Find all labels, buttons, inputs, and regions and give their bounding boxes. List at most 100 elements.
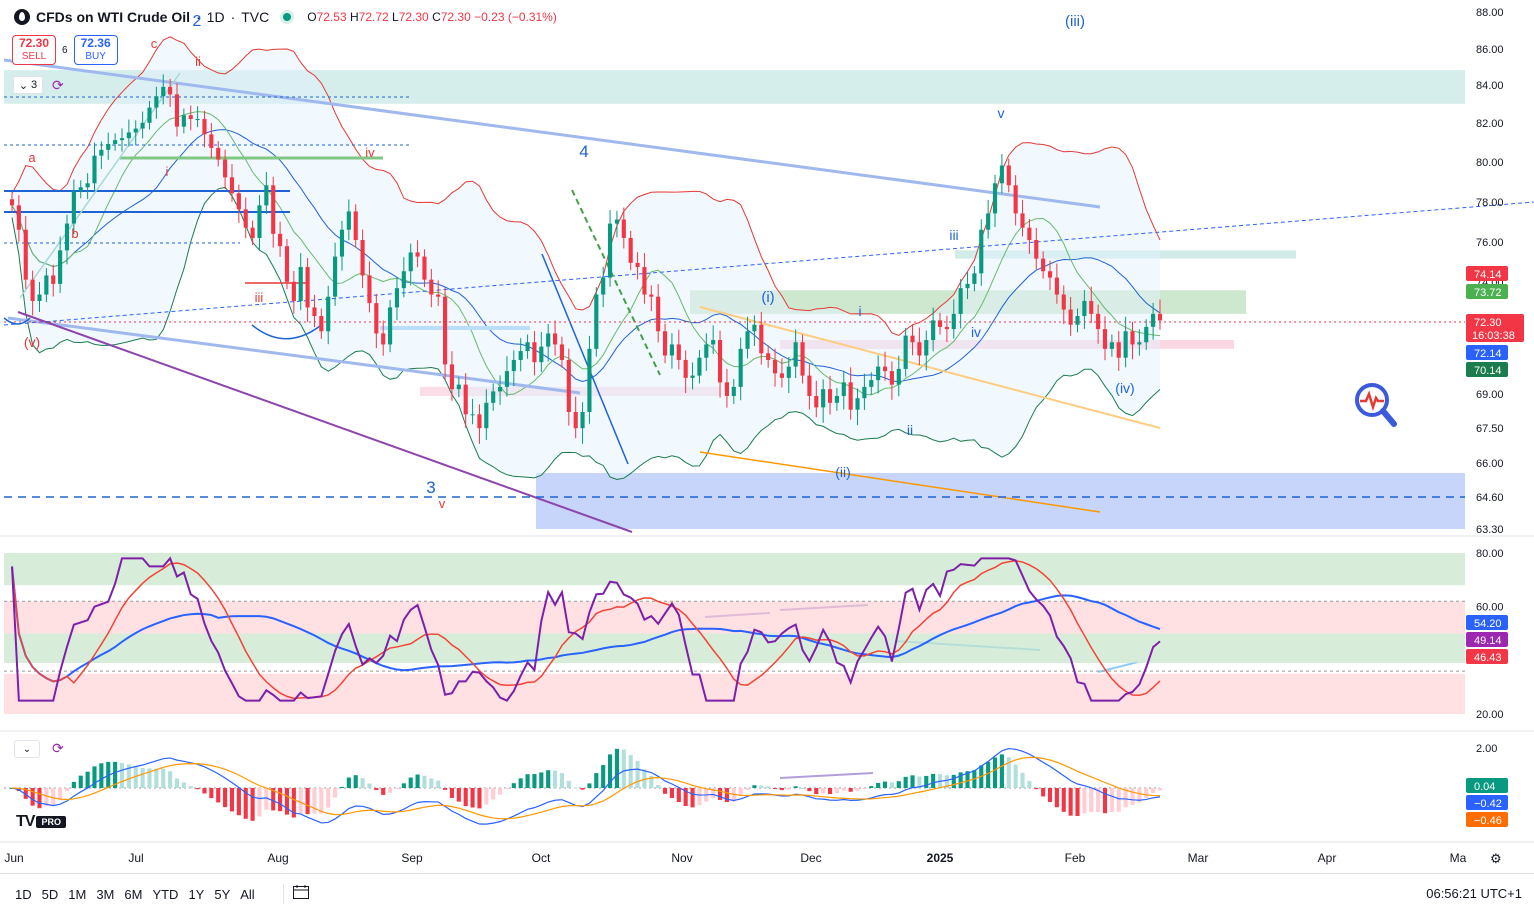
wave-label: (ii) <box>835 464 851 480</box>
candle-body <box>1157 313 1163 321</box>
macd-histogram-bar <box>814 788 819 795</box>
macd-histogram-bar <box>339 786 345 788</box>
candle-body <box>642 267 647 295</box>
interval[interactable]: 1D <box>206 9 225 25</box>
time-tick-label: Oct <box>532 851 551 865</box>
range-button-6m[interactable]: 6M <box>124 887 143 902</box>
time-tick-label: Ma <box>1450 851 1467 865</box>
price-tick-label: 84.00 <box>1476 80 1504 92</box>
price-tick-label: 80.00 <box>1476 157 1504 169</box>
macd-histogram-bar <box>326 788 331 808</box>
macd-histogram-bar <box>642 769 647 788</box>
candle-body <box>841 382 846 396</box>
candle-body <box>559 344 565 360</box>
macd-histogram-bar <box>807 788 812 792</box>
macd-histogram-bar <box>422 775 427 788</box>
chevron-down-icon: ⌄ <box>22 743 32 755</box>
clock[interactable]: 06:56:21 UTC+1 <box>1426 886 1522 901</box>
macd-histogram-bar <box>140 768 145 788</box>
macd-histogram-bar <box>553 770 558 788</box>
macd-histogram-bar <box>1020 772 1025 788</box>
macd-histogram-bar <box>724 788 729 803</box>
macd-histogram-bar <box>800 787 805 789</box>
pane-collapse-button[interactable]: ⌄ <box>14 740 40 758</box>
candle-body <box>9 199 15 206</box>
rsi-tag <box>1466 649 1508 664</box>
range-button-1y[interactable]: 1Y <box>188 887 205 902</box>
candle-body <box>649 294 654 297</box>
candle-body <box>1116 342 1121 358</box>
tradingview-logo[interactable]: TV PRO <box>16 813 66 831</box>
range-button-all[interactable]: All <box>240 887 255 902</box>
wave-label: 2 <box>193 13 202 30</box>
time-tick-label: Nov <box>671 851 692 865</box>
candle-body <box>917 342 922 356</box>
macd-histogram-bar <box>999 754 1004 788</box>
range-button-5y[interactable]: 5Y <box>214 887 231 902</box>
candle-body <box>834 395 839 403</box>
macd-histogram-bar <box>669 788 674 798</box>
sell-button[interactable]: 72.30 SELL <box>12 35 57 65</box>
macd-histogram-bar <box>889 782 894 788</box>
range-button-5d[interactable]: 5D <box>41 887 59 902</box>
trendline-upper <box>3 58 1101 209</box>
macd-histogram-bar <box>711 788 716 798</box>
price-tick-label: 88.00 <box>1476 7 1504 19</box>
candle-body <box>236 193 241 210</box>
macd-histogram-bar <box>1144 788 1149 799</box>
calendar-range-icon[interactable] <box>292 884 310 903</box>
macd-histogram-bar <box>271 788 276 811</box>
candle-body <box>422 256 427 280</box>
wave-label: (iv) <box>1115 380 1134 396</box>
candle-body <box>388 307 393 345</box>
wave-label: v <box>998 105 1005 121</box>
candle-body <box>1109 342 1114 349</box>
sync-icon[interactable]: ⟳ <box>52 77 64 93</box>
candle-body <box>862 386 867 399</box>
sync-icon[interactable]: ⟳ <box>52 740 64 756</box>
gear-icon[interactable]: ⚙ <box>1490 851 1502 866</box>
price-tag-label: 73.72 <box>1474 287 1502 299</box>
range-button-3m[interactable]: 3M <box>96 887 115 902</box>
buy-button[interactable]: 72.36 BUY <box>73 35 118 65</box>
candle-body <box>1047 271 1053 278</box>
candle-body <box>64 223 70 251</box>
candle-body <box>174 94 180 127</box>
rsi-tick-label: 60.00 <box>1476 602 1504 614</box>
macd-histogram-bar <box>491 788 496 800</box>
macd-histogram-bar <box>882 781 888 788</box>
candle-body <box>71 191 76 224</box>
macd-histogram-bar <box>264 788 269 810</box>
macd-histogram-bar <box>456 788 461 802</box>
macd-histogram-bar <box>243 788 248 819</box>
symbol-name[interactable]: CFDs on WTI Crude Oil <box>36 9 190 25</box>
candle-body <box>1020 213 1025 228</box>
price-axis-column <box>1465 0 1534 873</box>
macd-histogram-bar <box>1089 788 1094 813</box>
macd-tag-label: 0.04 <box>1474 781 1495 793</box>
candle-body <box>937 320 943 327</box>
range-button-1m[interactable]: 1M <box>68 887 87 902</box>
candle-body <box>305 267 310 308</box>
macd-histogram-bar <box>958 772 963 788</box>
candle-body <box>367 275 372 304</box>
macd-histogram-bar <box>1013 764 1018 788</box>
range-button-ytd[interactable]: YTD <box>152 887 179 902</box>
macd-histogram-bar <box>931 773 936 788</box>
rsi-tag <box>1466 615 1508 630</box>
macd-histogram-bar <box>209 788 214 799</box>
candle-body <box>51 275 56 284</box>
rsi-tick-label: 20.00 <box>1476 709 1504 721</box>
macd-histogram-bar <box>690 788 695 808</box>
candle-body <box>44 275 49 295</box>
trendline-lower <box>7 316 581 395</box>
candle-body <box>168 86 173 95</box>
rsi-line <box>11 556 1161 702</box>
range-button-1d[interactable]: 1D <box>15 887 32 902</box>
magnifier-pulse-icon[interactable] <box>1350 380 1400 430</box>
toolbar-divider <box>283 884 284 904</box>
wave-label: iii <box>255 290 264 305</box>
indicators-toggle[interactable]: ⌄ 3 <box>13 76 43 94</box>
